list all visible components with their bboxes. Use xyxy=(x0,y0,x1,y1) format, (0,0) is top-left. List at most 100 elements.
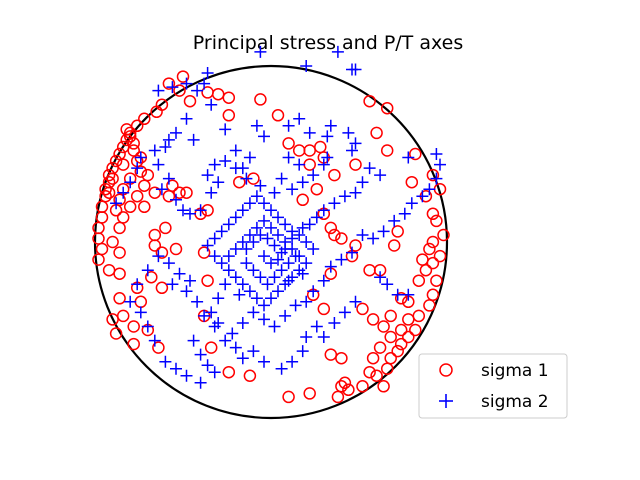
point-sigma-2-97 xyxy=(250,221,263,234)
point-sigma-1-67 xyxy=(197,246,211,259)
point-sigma-1-28 xyxy=(92,253,105,266)
point-sigma-1-136 xyxy=(384,309,397,323)
point-sigma-2-26 xyxy=(177,204,189,217)
point-sigma-2-78 xyxy=(215,257,228,270)
point-sigma-1-92 xyxy=(370,126,383,140)
point-sigma-1-53 xyxy=(138,200,151,214)
point-sigma-2-168 xyxy=(275,362,288,375)
point-sigma-2-108 xyxy=(282,257,295,270)
point-sigma-2-33 xyxy=(240,172,253,185)
point-sigma-2-201 xyxy=(208,158,221,171)
point-sigma-1-123 xyxy=(384,330,397,344)
point-sigma-2-113 xyxy=(254,229,267,241)
point-sigma-1-70 xyxy=(134,295,148,309)
point-sigma-1-52 xyxy=(113,246,126,259)
point-sigma-2-135 xyxy=(268,320,281,333)
point-sigma-2-7 xyxy=(191,84,204,97)
point-sigma-2-109 xyxy=(289,250,302,263)
point-sigma-2-170 xyxy=(296,345,309,358)
point-sigma-1-112 xyxy=(394,337,408,351)
point-sigma-1-50 xyxy=(113,221,126,235)
point-sigma-1-27 xyxy=(95,242,109,256)
point-sigma-2-129 xyxy=(205,306,218,319)
point-sigma-1-106 xyxy=(430,274,443,287)
point-sigma-2-79 xyxy=(222,264,235,277)
point-sigma-1-17 xyxy=(109,154,123,168)
point-sigma-2-81 xyxy=(236,278,249,291)
point-sigma-2-54 xyxy=(243,151,256,164)
point-sigma-2-0 xyxy=(254,45,267,58)
point-sigma-2-142 xyxy=(335,253,348,266)
point-sigma-2-30 xyxy=(205,186,218,199)
point-sigma-2-77 xyxy=(208,250,221,263)
point-sigma-1-83 xyxy=(271,109,285,122)
point-sigma-2-126 xyxy=(233,288,246,301)
point-sigma-2-71 xyxy=(236,204,249,217)
point-sigma-2-123 xyxy=(307,243,320,255)
point-sigma-2-11 xyxy=(205,98,218,111)
legend-label-sigma-1: sigma 1 xyxy=(481,361,549,381)
point-sigma-2-154 xyxy=(430,148,443,160)
point-sigma-2-90 xyxy=(300,257,313,270)
point-sigma-1-122 xyxy=(394,323,408,337)
point-sigma-2-190 xyxy=(328,317,341,329)
point-sigma-2-38 xyxy=(296,176,309,189)
point-sigma-2-106 xyxy=(268,271,281,284)
point-sigma-1-77 xyxy=(127,337,140,351)
point-sigma-2-191 xyxy=(338,306,351,319)
point-sigma-1-84 xyxy=(282,137,295,150)
stereonet-boundary xyxy=(93,64,449,420)
point-sigma-2-181 xyxy=(134,306,147,319)
point-sigma-2-158 xyxy=(166,278,179,291)
point-sigma-1-103 xyxy=(433,249,447,263)
point-sigma-1-1 xyxy=(162,77,176,90)
point-sigma-2-52 xyxy=(219,123,232,136)
point-sigma-1-8 xyxy=(222,109,236,122)
point-sigma-1-95 xyxy=(409,147,422,161)
point-sigma-1-90 xyxy=(328,168,341,182)
point-sigma-2-143 xyxy=(346,246,358,259)
point-sigma-2-74 xyxy=(215,225,228,238)
point-sigma-2-134 xyxy=(258,313,270,326)
point-sigma-2-133 xyxy=(247,306,260,319)
point-sigma-2-180 xyxy=(141,320,154,333)
point-sigma-1-5 xyxy=(211,87,225,101)
point-sigma-2-160 xyxy=(191,295,204,308)
point-sigma-2-44 xyxy=(342,126,355,139)
point-sigma-1-152 xyxy=(342,383,355,397)
point-sigma-1-124 xyxy=(373,341,387,354)
point-sigma-1-91 xyxy=(349,158,362,171)
point-sigma-2-42 xyxy=(346,144,358,157)
point-sigma-1-147 xyxy=(222,365,236,379)
point-sigma-1-45 xyxy=(127,137,140,150)
point-sigma-2-16 xyxy=(148,144,161,157)
point-sigma-1-61 xyxy=(159,221,172,235)
point-sigma-2-9 xyxy=(152,84,165,97)
point-sigma-1-159 xyxy=(324,221,338,235)
point-sigma-2-50 xyxy=(250,119,263,132)
point-sigma-1-7 xyxy=(254,93,267,106)
point-sigma-2-73 xyxy=(222,218,235,231)
point-sigma-2-188 xyxy=(184,274,196,287)
point-sigma-2-112 xyxy=(261,232,274,245)
point-sigma-1-121 xyxy=(402,313,415,326)
point-sigma-2-70 xyxy=(243,197,256,210)
point-sigma-1-46 xyxy=(120,123,133,136)
point-sigma-2-101 xyxy=(222,250,235,263)
point-sigma-2-111 xyxy=(268,239,281,252)
point-sigma-2-159 xyxy=(180,285,193,298)
point-sigma-2-194 xyxy=(381,278,394,291)
point-sigma-2-156 xyxy=(374,169,387,182)
point-sigma-1-3 xyxy=(183,94,197,108)
point-sigma-2-18 xyxy=(131,162,144,175)
point-sigma-2-116 xyxy=(258,250,270,263)
point-sigma-2-122 xyxy=(300,236,313,248)
point-sigma-2-153 xyxy=(434,158,446,171)
point-sigma-2-68 xyxy=(258,197,270,210)
point-sigma-2-120 xyxy=(286,232,299,245)
point-sigma-2-150 xyxy=(416,190,429,203)
point-sigma-1-71 xyxy=(113,292,126,305)
point-sigma-1-116 xyxy=(370,369,383,383)
point-sigma-2-48 xyxy=(293,112,306,125)
point-sigma-1-148 xyxy=(243,369,257,383)
